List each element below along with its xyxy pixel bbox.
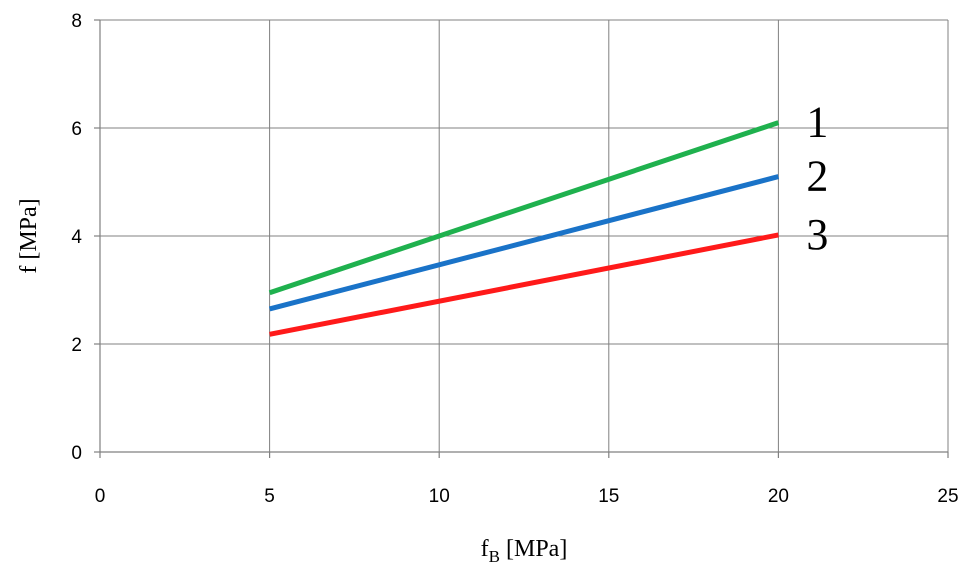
grid <box>100 19 949 452</box>
axes <box>94 19 949 458</box>
series-label-3: 3 <box>806 210 828 259</box>
series-labels: 1 2 3 <box>806 98 828 259</box>
y-tick-labels: 0 2 4 6 8 <box>71 11 82 464</box>
x-axis-title: fB [MPa] <box>481 536 568 566</box>
x-axis-title-main: f <box>481 536 489 562</box>
x-tick-label-5: 25 <box>937 486 958 507</box>
x-tick-label-3: 15 <box>598 486 619 507</box>
series-label-2: 2 <box>806 152 828 201</box>
x-axis-title-unit: [MPa] <box>500 536 567 562</box>
y-tick-label-2: 4 <box>71 227 82 248</box>
series-line-2 <box>268 174 780 312</box>
y-tick-label-3: 6 <box>71 119 82 140</box>
y-tick-label-0: 0 <box>71 443 82 464</box>
x-tick-labels: 0 5 10 15 20 25 <box>95 486 959 507</box>
y-tick-label-4: 8 <box>71 11 82 32</box>
x-axis-title-subscript: B <box>489 547 500 566</box>
y-tick-label-1: 2 <box>71 335 82 356</box>
series-line-1 <box>268 120 780 296</box>
series-line-3 <box>269 232 779 337</box>
x-tick-label-4: 20 <box>768 486 789 507</box>
y-axis-title: f [MPa] <box>16 198 42 273</box>
x-tick-label-2: 10 <box>429 486 450 507</box>
x-tick-label-1: 5 <box>264 486 275 507</box>
series-label-1: 1 <box>806 98 828 147</box>
x-tick-label-0: 0 <box>95 486 106 507</box>
series-lines <box>268 120 780 337</box>
